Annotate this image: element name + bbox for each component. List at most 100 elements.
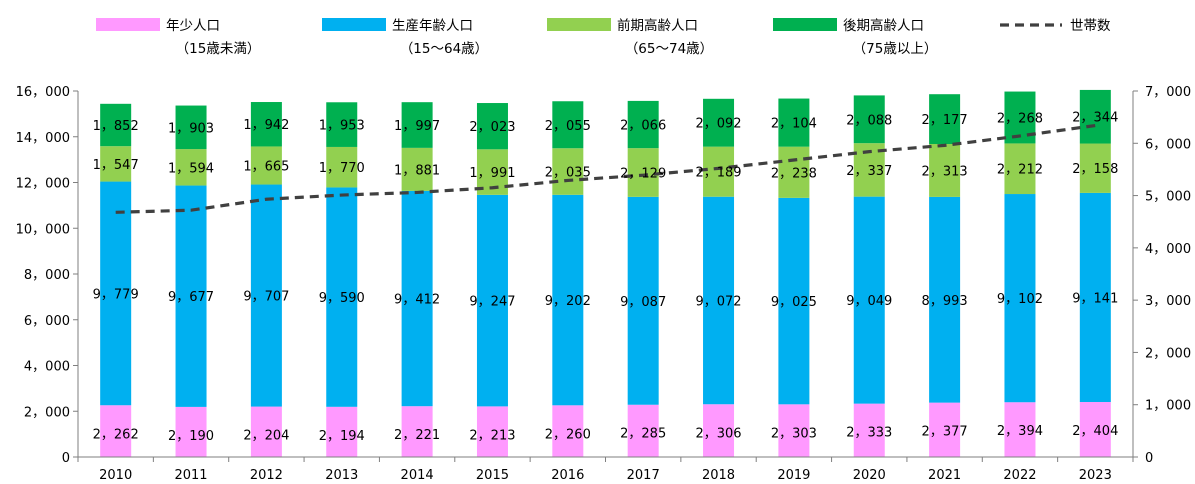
- data-label: 1，594: [168, 161, 214, 176]
- bar-segment-2: [853, 196, 885, 404]
- x-axis: 2010 2011 2012 2013 2014 2015 2016 2017 2018 2019…: [77, 456, 1134, 483]
- x-tick-label: 2010: [99, 468, 132, 483]
- bar-segment-1: [703, 404, 735, 457]
- legend-swatch-1: [96, 18, 160, 31]
- left-tick-label: 6，000: [24, 314, 70, 329]
- bar-segment-2: [778, 197, 810, 405]
- left-tick-label: 10，000: [16, 222, 70, 237]
- bar-segment-2: [100, 181, 132, 406]
- data-label: 2，189: [695, 166, 741, 181]
- bar-segment-4: [853, 95, 885, 144]
- data-label: 2，333: [846, 426, 892, 441]
- data-label: 2，394: [997, 424, 1043, 439]
- bar-segment-4: [401, 102, 433, 148]
- left-tick-label: 16，000: [16, 85, 70, 100]
- x-tick-label: 2019: [777, 468, 810, 483]
- bar-segment-2: [552, 194, 584, 406]
- right-y-axis: 0 1，000 2，000 3，000 4，000 5，000 6，000 7，000: [1132, 85, 1191, 466]
- left-tick-label: 14，000: [16, 131, 70, 146]
- bar-segment-2: [175, 185, 207, 407]
- bar-segment-4: [929, 94, 961, 145]
- legend: 年少人口 （15歳未満） 生産年齢人口 （15～64歳） 前期高齢人口 （65～74歳） 後…: [96, 17, 1111, 57]
- bar-segment-3: [1079, 143, 1111, 193]
- x-tick-label: 2015: [476, 468, 509, 483]
- data-label: 2，213: [469, 428, 515, 443]
- data-label: 2，129: [620, 167, 666, 182]
- data-label: 9，102: [997, 292, 1043, 307]
- bar-segment-4: [250, 102, 282, 147]
- bar-segment-1: [627, 404, 659, 457]
- bar-segment-3: [250, 146, 282, 185]
- legend-label-2: 生産年齢人口: [392, 18, 473, 34]
- x-tick-label: 2018: [702, 468, 735, 483]
- data-label: 9，779: [93, 287, 139, 302]
- data-label: 9，707: [243, 290, 289, 305]
- bar-segment-2: [627, 196, 659, 405]
- bar-segment-3: [703, 146, 735, 197]
- bar-segment-4: [476, 103, 508, 150]
- data-label: 1，942: [243, 118, 289, 133]
- data-label: 1，665: [243, 159, 289, 174]
- data-label: 2，377: [922, 425, 968, 440]
- legend-label-3: 前期高齢人口: [617, 17, 698, 34]
- bar-segment-2: [1004, 194, 1036, 403]
- data-label: 9，202: [545, 294, 591, 309]
- bar-segment-1: [853, 403, 885, 457]
- x-tick-label: 2011: [174, 468, 207, 483]
- bar-segment-3: [175, 149, 207, 186]
- bar-segment-1: [929, 402, 961, 457]
- data-label: 9，025: [771, 295, 817, 310]
- data-label: 1，903: [168, 121, 214, 136]
- data-label: 9，087: [620, 295, 666, 310]
- right-tick-label: 2，000: [1145, 346, 1191, 361]
- bar-segment-4: [100, 103, 132, 147]
- left-tick-label: 8，000: [24, 268, 70, 283]
- data-label: 2，035: [545, 166, 591, 181]
- data-labels: 2，262 9，779 1，547 1，852 2，190 9，677 1，594 1，903…: [93, 111, 1119, 444]
- right-tick-label: 7，000: [1145, 85, 1191, 100]
- x-tick-label: 2022: [1003, 468, 1036, 483]
- data-label: 2，204: [243, 429, 289, 444]
- data-label: 2，194: [319, 429, 365, 444]
- right-tick-label: 5，000: [1145, 190, 1191, 205]
- bar-segment-1: [476, 406, 508, 457]
- data-label: 9，049: [846, 294, 892, 309]
- right-tick-label: 6，000: [1145, 137, 1191, 152]
- bar-segment-1: [1004, 402, 1036, 457]
- bar-segment-3: [552, 148, 584, 195]
- right-tick-label: 4，000: [1145, 242, 1191, 257]
- bar-segment-4: [778, 98, 810, 147]
- bar-segment-1: [1079, 402, 1111, 457]
- legend-sublabel-2: （15～64歳）: [400, 41, 488, 57]
- bar-segment-4: [175, 105, 207, 150]
- x-tick-label: 2023: [1079, 468, 1112, 483]
- left-tick-label: 12，000: [16, 177, 70, 192]
- data-label: 2，212: [997, 163, 1043, 178]
- left-y-axis: 0 2，000 4，000 6，000 8，000 10，000 12，000 14，000 1…: [16, 85, 79, 466]
- data-label: 2，055: [545, 119, 591, 134]
- x-tick-label: 2017: [627, 468, 660, 483]
- bar-segment-2: [326, 187, 358, 407]
- data-label: 1，547: [93, 158, 139, 173]
- data-label: 2，158: [1072, 162, 1118, 177]
- legend-label-4: 後期高齢人口: [843, 17, 924, 34]
- data-label: 1，852: [93, 119, 139, 134]
- data-label: 2，285: [620, 427, 666, 442]
- bar-segment-3: [401, 147, 433, 191]
- x-tick-label: 2012: [250, 468, 283, 483]
- data-label: 9，141: [1072, 291, 1118, 306]
- bar-segment-3: [778, 146, 810, 198]
- left-tick-label: 2，000: [24, 405, 70, 420]
- data-label: 2，190: [168, 429, 214, 444]
- bar-segment-2: [250, 184, 282, 407]
- bar-segment-4: [326, 102, 358, 147]
- bar-segment-1: [100, 405, 132, 457]
- data-label: 9，677: [168, 290, 214, 305]
- data-label: 2，337: [846, 164, 892, 179]
- legend-swatch-4: [773, 18, 837, 31]
- data-label: 2，104: [771, 117, 817, 132]
- legend-swatch-2: [322, 18, 386, 31]
- bar-segment-2: [703, 196, 735, 405]
- legend-label-1: 年少人口: [166, 18, 220, 34]
